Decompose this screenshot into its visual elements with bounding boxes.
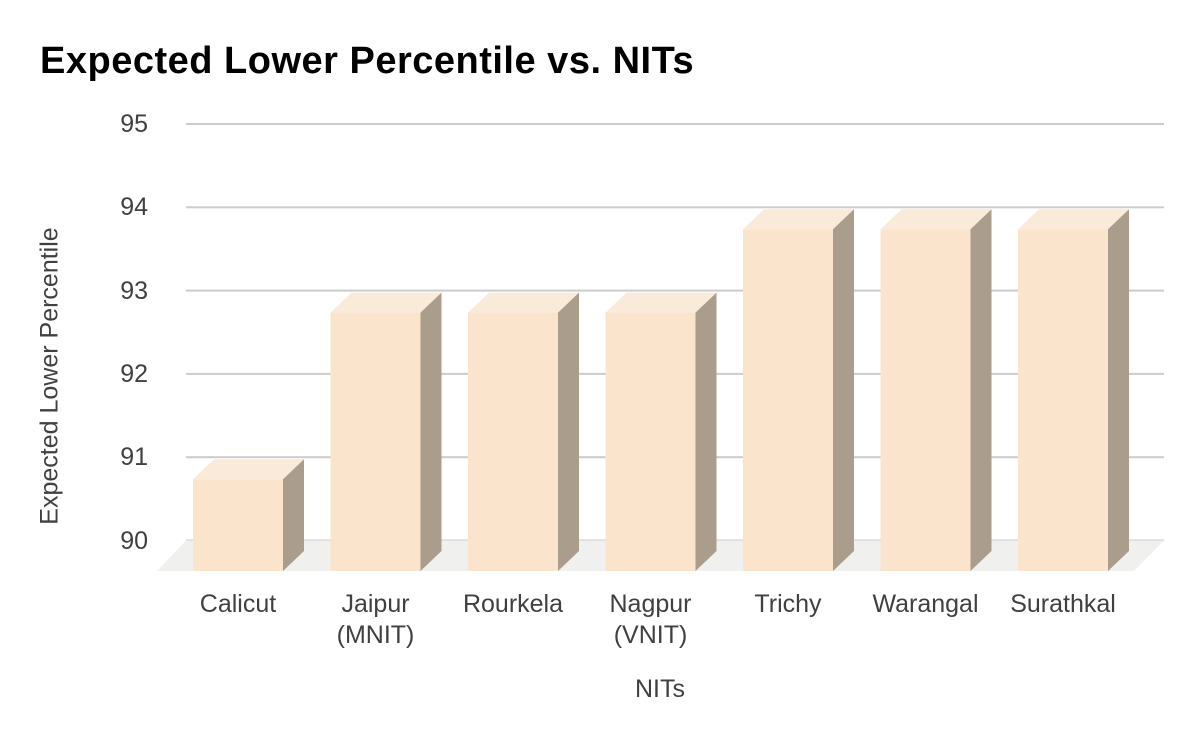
gridline-93	[186, 289, 1164, 292]
gridline-95	[186, 123, 1164, 125]
bar-rourkela-front-face	[468, 312, 558, 571]
bar-surathkal-side-face	[1108, 209, 1129, 572]
x-category-label-surathkal: Surathkal	[1010, 590, 1116, 618]
bar-warangal-front-face	[880, 229, 971, 572]
y-tick-label-95: 95	[120, 110, 148, 138]
x-category-label-rourkela: Rourkela	[462, 590, 564, 618]
y-tick-label-92: 92	[120, 359, 148, 388]
bar-surathkal-front-face	[1018, 229, 1108, 572]
y-tick-label-91: 91	[120, 443, 148, 472]
x-category-label-warangal: Warangal	[872, 590, 979, 618]
bar-warangal-side-face	[970, 209, 992, 572]
bar-nagpur-side-face	[695, 292, 717, 571]
y-tick-label-90: 90	[120, 526, 148, 555]
bar-nagpur-top-face	[605, 292, 717, 313]
bar-nagpur-front-face	[605, 312, 696, 571]
bar-rourkela-top-face	[468, 292, 579, 313]
bar-surathkal-top-face	[1018, 209, 1129, 230]
bar-trichy-top-face	[743, 209, 854, 230]
bar-calicut-top-face	[193, 459, 304, 480]
bar-jaipur-top-face	[330, 292, 442, 313]
bar-calicut-front-face	[193, 479, 283, 571]
x-category-label-calicut: Calicut	[199, 590, 277, 618]
bar-calicut-side-face	[283, 459, 304, 571]
chart-title: Expected Lower Percentile vs. NITs	[40, 40, 695, 82]
x-category-label-nagpur: Nagpur (VNIT)	[609, 590, 692, 649]
bar-trichy-front-face	[743, 229, 833, 572]
bar-jaipur-side-face	[420, 292, 442, 571]
x-category-label-trichy: Trichy	[754, 590, 822, 618]
bar-rourkela-side-face	[558, 292, 579, 571]
x-category-label-jaipur: Jaipur (MNIT)	[336, 590, 415, 649]
bar-trichy-side-face	[833, 209, 854, 572]
bar-warangal-top-face	[880, 209, 992, 230]
bar-jaipur-front-face	[330, 312, 421, 571]
y-tick-label-94: 94	[120, 193, 148, 222]
gridline-94	[186, 206, 1164, 209]
y-tick-label-93: 93	[120, 276, 148, 305]
x-axis-title: NITs	[635, 675, 685, 703]
